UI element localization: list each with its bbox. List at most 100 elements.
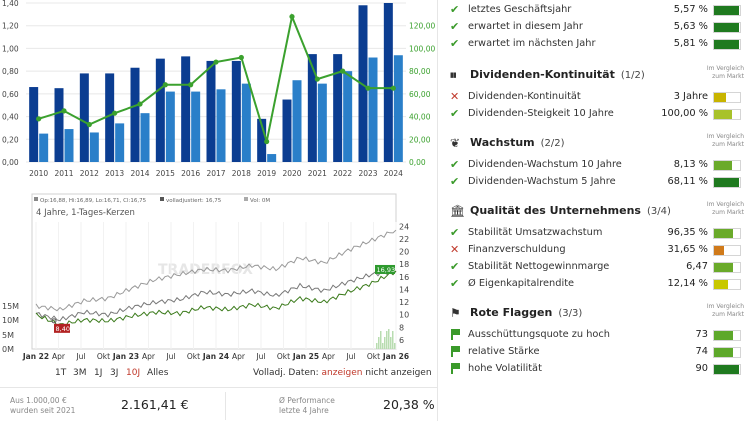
section-title-text: Dividenden-Kontinuität [470,68,615,81]
vol-hide-link[interactable]: nicht anzeigen [365,368,432,378]
flag-icon [450,346,462,358]
compare-label-line: zum Markt [712,141,744,148]
range-1j[interactable]: 1J [94,368,103,378]
section-header: 🏛 Qualität des Unternehmens (3/4) Im Vergle… [438,201,750,221]
cross-icon: ✕ [450,243,460,256]
payout-point [314,76,320,82]
x-tick: Jan 24 [202,352,229,361]
section-header: ❦ Wachstum (2/2) Im Vergleich zum Markt [438,133,750,153]
compare-label: Im Vergleich zum Markt [694,201,744,217]
volume-bar [388,329,390,349]
metric-row: relative Stärke 74 [438,344,750,361]
bar-dividend [383,3,393,162]
compare-label: Im Vergleich zum Markt [694,303,744,319]
y-tick-right: 60,00 [409,90,431,99]
section-count: (3/4) [646,206,671,217]
compare-label-line: zum Markt [712,209,744,216]
range-alles[interactable]: Alles [147,368,169,378]
payout-point [340,68,346,74]
rating-bar [713,109,741,120]
x-tick: 2010 [29,169,48,178]
x-tick: Apr [142,352,156,361]
rating-bar [713,262,741,273]
y-tick-left: 1,20 [2,22,19,31]
x-tick: Jul [255,352,265,361]
legend-swatch [34,197,38,201]
volume-bar [384,337,386,349]
rating-bar-fill [714,110,733,119]
section-title-text: Qualität des Unternehmens [470,204,641,217]
bar-dividend [54,88,64,162]
metric-row: ✔ erwartet in diesem Jahr 5,63 % [438,19,750,36]
x-tick: Okt [97,352,110,361]
rating-bar-fill [714,246,724,255]
x-tick: Jul [165,352,175,361]
payout-point [264,138,270,145]
bar-dividend [29,87,39,162]
metric-row: ✕ Finanzverschuldung 31,65 % [438,242,750,259]
vol-show-link[interactable]: anzeigen [321,368,363,378]
payout-point [390,85,396,91]
legend-item: Op:16,88, Hi:16,89, Lo:16,71, Cl:16,75 [40,198,147,204]
compare-label-line: Im Vergleich [706,133,744,140]
vol-label: Volladj. Daten: [253,368,322,378]
bar-earnings [64,129,74,162]
payout-point [238,54,244,61]
last-badge [375,264,395,274]
bar-earnings [216,89,226,162]
bar-dividend [181,56,191,162]
metric-value: 5,63 % [673,21,708,32]
payout-point [213,59,219,65]
bar-dividend [155,58,165,162]
metric-label: Ø Eigenkapitalrendite [468,278,575,289]
payout-point [365,85,371,91]
price-tick: 22 [399,235,409,244]
metric-value: 6,47 [686,261,708,272]
range-10j[interactable]: 10J [126,368,141,378]
price-tick: 14 [399,285,409,294]
x-tick: Jul [345,352,355,361]
x-tick: 2014 [130,169,149,178]
x-tick: Apr [52,352,66,361]
section-title: Qualität des Unternehmens (3/4) [470,204,671,217]
metric-value: 5,81 % [673,38,708,49]
check-icon: ✔ [450,175,460,188]
bar-dividend [307,54,317,162]
metric-value: 31,65 % [667,244,708,255]
section-title: Rote Flaggen (3/3) [470,306,582,319]
volume-tick: 0M [2,345,14,354]
y-tick-left: 0,60 [2,90,19,99]
price-tick: 10 [399,311,409,320]
range-3j[interactable]: 3J [110,368,119,378]
payout-point [289,14,295,20]
invest-value: 2.161,41 € [121,397,189,412]
x-tick: 2021 [308,169,327,178]
perf-label-2: letzte 4 Jahre [279,406,329,415]
range-3m[interactable]: 3M [73,368,87,378]
bar-dividend [130,67,140,162]
legend-swatch [160,197,164,201]
x-tick: Okt [187,352,200,361]
metric-value: 5,57 % [673,4,708,15]
metric-label: relative Stärke [468,346,540,357]
section-title-text: Wachstum [470,136,535,149]
volume-bar [382,343,384,349]
check-icon: ✔ [450,107,460,120]
metric-row: ✔ Ø Eigenkapitalrendite 12,14 % [438,276,750,293]
section-title: Wachstum (2/2) [470,136,565,149]
rating-bar-fill [714,280,729,289]
legend-item: volladjustiert: 16,75 [166,198,222,204]
x-tick: 2024 [384,169,403,178]
check-icon: ✔ [450,226,460,239]
candle-line [35,270,397,327]
range-1t[interactable]: 1T [55,368,67,378]
x-tick: 2018 [232,169,251,178]
y-tick-left: 1,40 [2,0,19,8]
rating-bar-fill [714,178,739,187]
compare-label: Im Vergleich zum Markt [694,65,744,81]
bar-dividend [282,99,292,162]
rating-bar-fill [714,365,739,374]
rating-bar [713,364,741,375]
metric-label: Ausschüttungsquote zu hoch [468,329,611,340]
